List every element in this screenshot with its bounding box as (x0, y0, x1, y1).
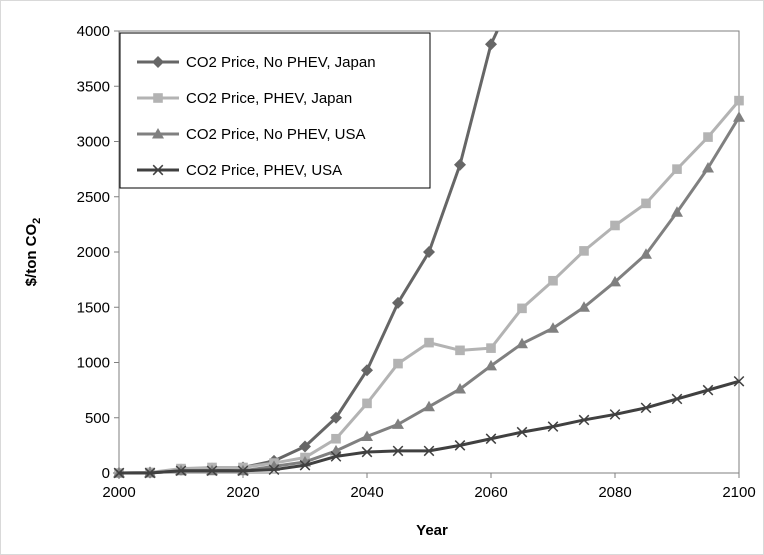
data-point (299, 459, 311, 471)
y-tick-label: 1000 (77, 355, 110, 372)
legend-item: CO2 Price, PHEV, Japan (137, 90, 352, 107)
y-tick-label: 1500 (77, 299, 110, 316)
data-point (641, 198, 651, 209)
data-point (485, 38, 497, 51)
data-point (153, 93, 163, 103)
legend-box (119, 32, 431, 189)
data-point (455, 345, 465, 356)
data-point (206, 465, 218, 477)
x-tick-label: 2020 (226, 484, 259, 501)
y-tick-label: 0 (102, 465, 110, 482)
series-4 (113, 375, 745, 479)
data-point (423, 445, 435, 457)
x-axis-title: Year (416, 522, 448, 539)
data-point (485, 433, 497, 445)
data-point (424, 337, 434, 348)
data-point (485, 359, 497, 371)
y-tick-label: 4000 (77, 23, 110, 40)
data-point (703, 132, 713, 142)
data-point (392, 296, 404, 309)
data-point (152, 164, 164, 176)
data-point (733, 375, 745, 387)
data-point (734, 95, 744, 106)
data-point (392, 418, 404, 429)
data-point (362, 398, 372, 409)
data-point (609, 275, 621, 287)
data-point (299, 440, 311, 453)
legend-label: CO2 Price, No PHEV, Japan (186, 54, 376, 71)
data-point (423, 246, 435, 258)
y-axis-title-main: $/ton CO (23, 223, 40, 286)
data-point (152, 56, 164, 68)
legend-label: CO2 Price, No PHEV, USA (186, 126, 366, 143)
data-point (516, 426, 528, 438)
data-point (486, 343, 496, 353)
data-point (392, 445, 404, 457)
data-point (671, 206, 683, 217)
data-point (609, 409, 621, 420)
data-point (671, 393, 683, 405)
legend-label: CO2 Price, PHEV, USA (186, 162, 342, 179)
data-point (733, 111, 745, 122)
legend-item: CO2 Price, PHEV, USA (137, 162, 342, 179)
x-tick-label: 2060 (474, 484, 507, 501)
legend-item: CO2 Price, No PHEV, Japan (137, 54, 376, 71)
series-layer (113, 31, 745, 479)
y-axis-title: $/ton CO2 (23, 218, 43, 287)
data-point (144, 467, 156, 479)
y-tick-label: 2500 (77, 189, 110, 206)
y-tick-label: 3000 (77, 134, 110, 151)
legend-item: CO2 Price, No PHEV, USA (137, 126, 366, 143)
data-point (578, 301, 590, 312)
data-point (702, 384, 714, 396)
data-point (113, 467, 125, 479)
data-point (331, 433, 341, 444)
data-point (393, 358, 403, 369)
data-point (268, 464, 280, 476)
data-point (361, 430, 373, 442)
data-point (237, 465, 249, 477)
data-point (454, 440, 466, 451)
data-point (702, 162, 714, 173)
data-point (579, 246, 589, 256)
data-point (330, 411, 342, 424)
data-point (175, 465, 187, 477)
data-point (423, 400, 435, 412)
data-point (578, 414, 590, 426)
data-point (517, 303, 527, 314)
data-point (454, 158, 466, 171)
data-point (361, 364, 373, 377)
data-point (548, 275, 558, 286)
data-point (640, 248, 652, 259)
data-point (454, 383, 466, 394)
data-point (152, 128, 164, 139)
y-axis-title-subscript: 2 (31, 218, 43, 224)
x-tick-label: 2040 (350, 484, 383, 501)
x-tick-label: 2000 (102, 484, 135, 501)
data-point (640, 402, 652, 414)
data-point (330, 451, 342, 462)
x-tick-label: 2100 (722, 484, 755, 501)
y-tick-label: 500 (85, 410, 110, 427)
data-point (672, 164, 682, 174)
legend-label: CO2 Price, PHEV, Japan (186, 90, 352, 107)
data-point (516, 337, 528, 349)
axis-ticks: 0 500 1000 1500 2000 2500 3000 3500 4000 2000 2020… (77, 23, 756, 501)
y-tick-label: 3500 (77, 78, 110, 95)
data-point (547, 322, 559, 333)
legend: CO2 Price, No PHEV, Japan CO2 Price, PHEV… (119, 32, 431, 189)
data-point (361, 446, 373, 458)
data-point (610, 220, 620, 231)
data-point (547, 421, 559, 432)
y-tick-label: 2000 (77, 244, 110, 261)
x-tick-label: 2080 (598, 484, 631, 501)
